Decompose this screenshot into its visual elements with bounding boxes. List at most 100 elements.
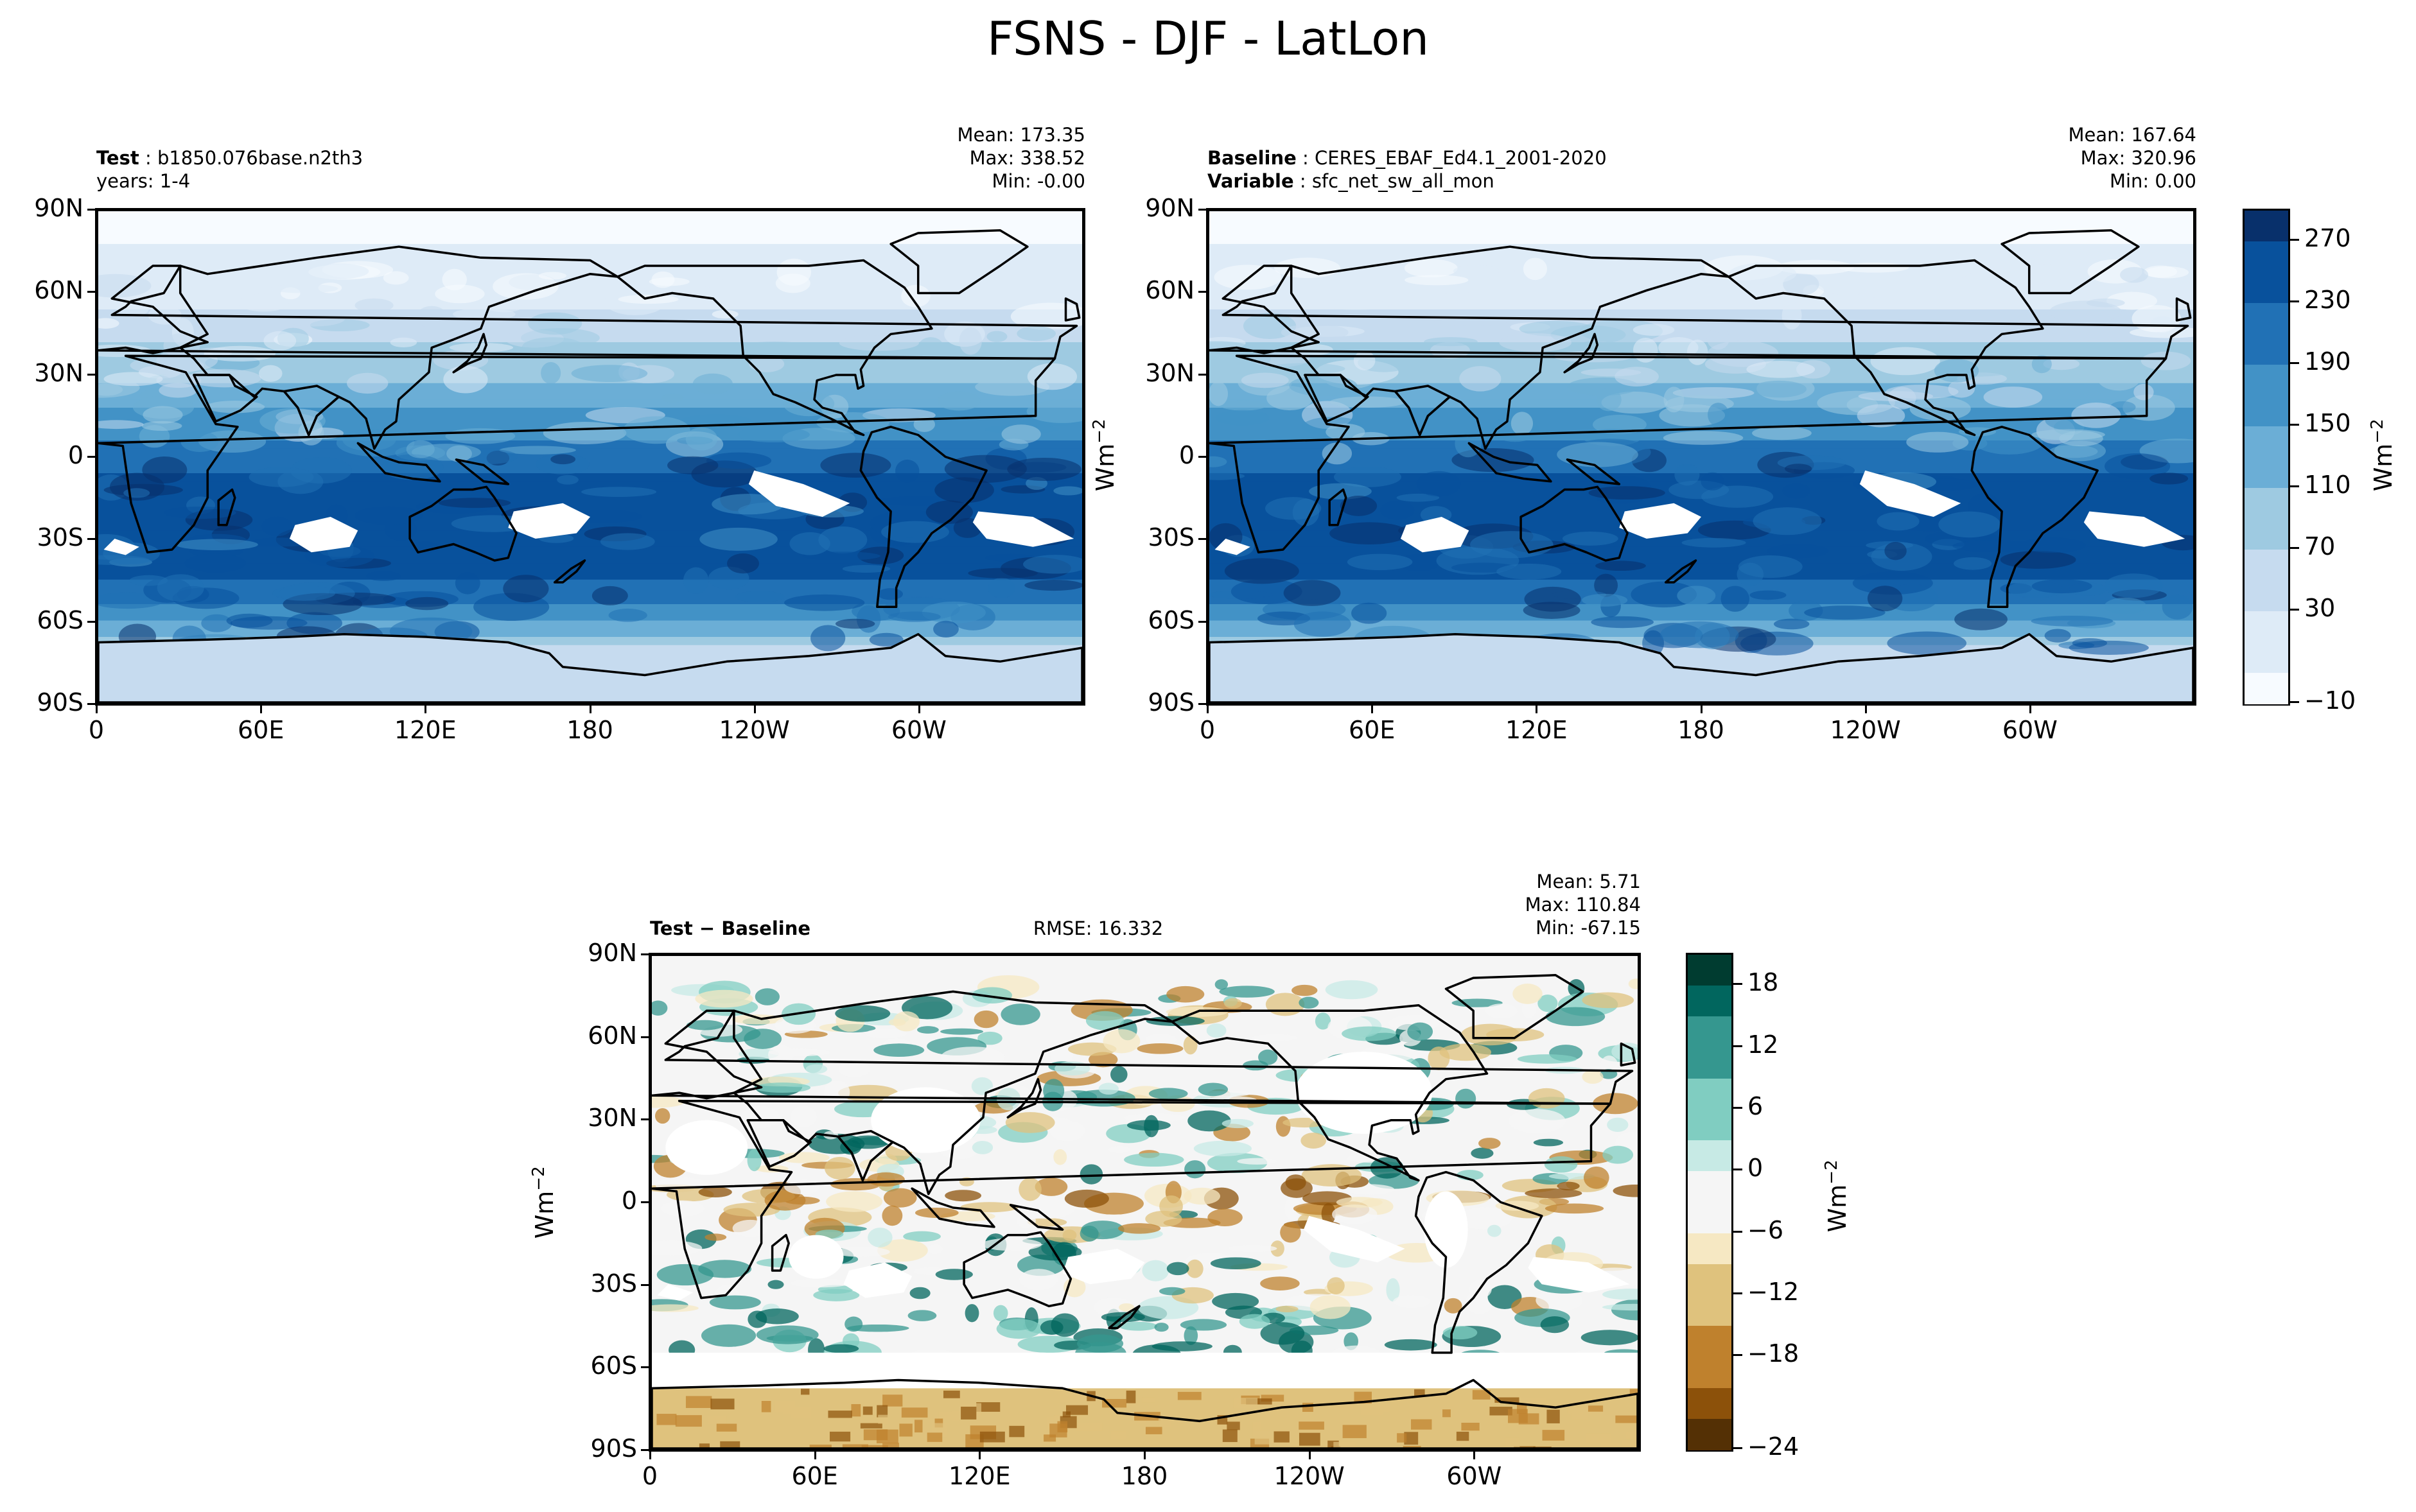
field-blob <box>1749 590 1787 600</box>
field-blob <box>733 341 815 356</box>
field-blob <box>1858 391 1934 401</box>
field-blob <box>1954 608 2008 630</box>
diff-blob <box>705 1233 727 1241</box>
coastline <box>1209 265 2189 360</box>
diff-blob <box>907 1310 937 1321</box>
field-blob <box>1753 507 1822 535</box>
diff-blob <box>1210 1257 1261 1270</box>
antarctic-blob <box>943 1390 960 1398</box>
diff-colorbar-tickmark <box>1733 983 1742 986</box>
field-blob <box>881 521 949 543</box>
field-blob <box>2097 365 2140 391</box>
field-blob <box>2031 355 2052 374</box>
field-blob <box>649 277 690 286</box>
field-blob <box>1453 265 1500 277</box>
antarctic-blob <box>1049 1423 1067 1438</box>
diff-blob <box>1001 1004 1040 1025</box>
antarctic-blob <box>1062 1411 1071 1418</box>
field-blob <box>835 618 875 629</box>
antarctic-blob <box>1403 1446 1421 1448</box>
field-blob <box>925 500 973 524</box>
field-blob <box>366 571 401 582</box>
field-blob <box>438 498 511 508</box>
diff-colorbar-segment <box>1688 1109 1731 1142</box>
tick-mark <box>641 1036 649 1038</box>
baseline-lon-tick: 60E <box>1348 716 1396 744</box>
diff-blob <box>1223 998 1242 1009</box>
field-blob <box>2049 300 2122 323</box>
diff-lat-tick: 0 <box>621 1186 637 1215</box>
field-blob <box>259 365 283 382</box>
field-blob <box>132 323 157 333</box>
diff-blob <box>1384 1339 1437 1351</box>
diff-blob <box>1184 1187 1221 1205</box>
diff-blob <box>1439 1043 1492 1061</box>
diff-colorbar-segment <box>1688 1264 1731 1296</box>
diff-blob <box>709 1295 761 1310</box>
tick-mark <box>814 1452 816 1459</box>
diff-blob <box>1117 1223 1161 1234</box>
field-blob <box>1630 260 1701 275</box>
diff-blob <box>826 1191 883 1212</box>
missing-region <box>1528 1256 1630 1293</box>
field-blob <box>2031 579 2092 594</box>
coastline <box>2175 297 2192 322</box>
test-lat-tick: 0 <box>67 441 83 469</box>
coastline <box>408 485 518 562</box>
antarctica-fill <box>98 634 1082 702</box>
diff-min: Min: -67.15 <box>1536 917 1641 939</box>
antarctic-blob <box>1571 1412 1588 1420</box>
field-blob <box>1424 337 1478 347</box>
field-blob <box>1281 324 1349 341</box>
main-colorbar-segment <box>2245 365 2288 396</box>
diff-lat-tick: 60N <box>588 1021 637 1050</box>
diff-colorbar-segment <box>1688 1418 1731 1450</box>
field-blob <box>1746 360 1816 378</box>
main-colorbar-tickmark <box>2290 485 2299 487</box>
antarctic-blob <box>1600 1443 1620 1448</box>
diff-blob <box>1275 1116 1291 1137</box>
coastline <box>859 426 988 609</box>
main-colorbar-tickmark <box>2290 424 2299 426</box>
field-blob <box>1209 381 1229 406</box>
main-units-label-left: Wm−2 <box>1090 419 1119 492</box>
field-blob <box>493 273 559 300</box>
diff-blob <box>909 1287 931 1299</box>
coastline <box>1414 1170 1543 1354</box>
field-blob <box>2105 453 2171 480</box>
field-blob <box>1289 375 1358 397</box>
field-blob <box>1563 531 1618 546</box>
tick-mark <box>2029 706 2031 713</box>
main-colorbar-units: Wm−2 <box>2368 419 2397 492</box>
tick-mark <box>641 1118 649 1121</box>
antarctic-blob <box>1246 1398 1272 1405</box>
baseline-lat-tick: 90S <box>1148 688 1195 717</box>
field-blob <box>1026 399 1082 423</box>
main-colorbar-segment <box>2245 611 2288 643</box>
tick-mark <box>87 291 95 293</box>
field-blob <box>2006 264 2067 284</box>
antarctic-blob <box>1472 1390 1491 1400</box>
tick-mark <box>1144 1452 1146 1459</box>
field-blob <box>1938 511 2001 538</box>
lat-band <box>1209 219 2193 229</box>
diff-blob <box>813 1289 860 1301</box>
antarctic-blob <box>927 1432 943 1442</box>
diff-colorbar-segment <box>1688 1233 1731 1265</box>
antarctic-blob <box>1334 1404 1353 1411</box>
antarctic-blob <box>1065 1405 1089 1415</box>
lat-band <box>1209 211 2193 220</box>
field-blob <box>355 506 423 525</box>
diff-blob <box>1019 1177 1042 1201</box>
field-blob <box>1329 396 1406 408</box>
diff-blob <box>652 1000 668 1016</box>
missing-region <box>1400 517 1469 553</box>
diff-blob <box>1108 1146 1130 1154</box>
missing-region <box>289 517 358 553</box>
diff-colorbar-segment <box>1688 986 1731 1018</box>
main-colorbar-segment <box>2245 426 2288 458</box>
diff-blob <box>1582 992 1634 1009</box>
coastline <box>553 559 586 584</box>
field-blob <box>2044 629 2071 643</box>
field-blob <box>737 426 810 443</box>
